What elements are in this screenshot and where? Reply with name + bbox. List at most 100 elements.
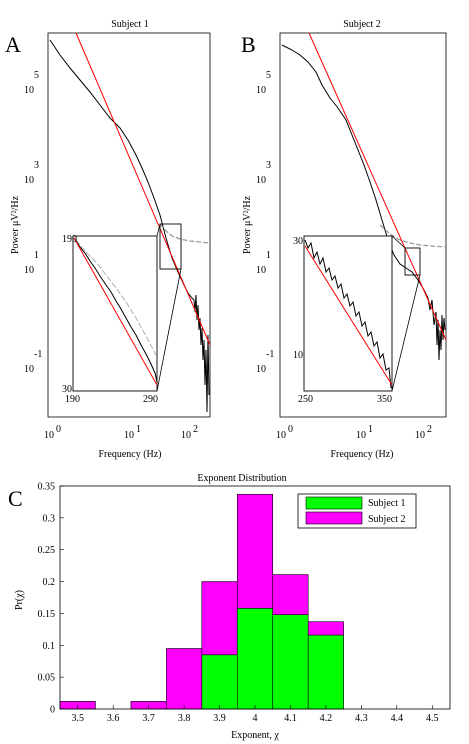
panel-a-xtick-1e1-exp: 1 xyxy=(136,424,141,435)
panel-a-gray-spectrum xyxy=(159,223,210,244)
panel-c-ylabel: Pr(χ) xyxy=(14,590,25,610)
legend-label-subject-2: Subject 2 xyxy=(368,514,406,525)
panel-a-inset-connector-bottom xyxy=(156,268,182,392)
panel-a-xtick-1e0-base: 10 xyxy=(44,430,54,441)
panel-c-ytick-label: 0.1 xyxy=(43,641,56,652)
panel-b-powerlaw-fit xyxy=(308,32,447,341)
panel-b-ytick-1em1-base: 10 xyxy=(256,364,266,375)
hist-bar-subject-1-bin-7 xyxy=(307,634,344,710)
panel-b-ytick-1e3-exp: 3 xyxy=(266,160,271,171)
panel-c-ytick-label: 0 xyxy=(50,705,55,716)
panel-b: B Subject 2 Power μV²/Hz Frequency (Hz) … xyxy=(241,19,447,460)
panel-b-xtick-1e2: 10 2 xyxy=(415,424,432,441)
hist-bar-subject-1-bin-6 xyxy=(272,614,309,710)
panel-a-ytick-1e1-exp: 1 xyxy=(34,250,39,261)
panel-c-xtick-label: 3.5 xyxy=(71,713,84,724)
panel-b-xtick-1e1-base: 10 xyxy=(356,430,366,441)
panel-c-xtick-label: 3.6 xyxy=(107,713,120,724)
panel-a-xlabel: Frequency (Hz) xyxy=(98,449,161,460)
panel-b-ytick-1e5-exp: 5 xyxy=(266,70,271,81)
panel-a-inset-black-curve xyxy=(73,237,158,383)
panel-c-xtick-label: 4 xyxy=(253,713,258,724)
panel-b-inset-xtick-right: 350 xyxy=(377,394,392,405)
panel-b-xtick-1e1: 10 1 xyxy=(356,424,373,441)
panel-b-inset-black-curve xyxy=(304,239,392,389)
panel-b-ytick-1e1-exp: 1 xyxy=(266,250,271,261)
panel-b-zoom-box xyxy=(404,247,421,276)
panel-b-ytick-1e5-base: 10 xyxy=(256,85,266,96)
hist-bar-subject-1-bin-4 xyxy=(201,654,238,710)
panel-a-ytick-1e1-base: 10 xyxy=(24,265,34,276)
panel-b-inset-connector-bottom xyxy=(391,274,421,392)
panel-c-ytick-label: 0.25 xyxy=(38,545,56,556)
panel-b-xtick-1e0: 10 0 xyxy=(276,424,293,441)
panel-b-letter: B xyxy=(241,32,256,57)
panel-a-ytick-1e3-exp: 3 xyxy=(34,160,39,171)
panel-a-ytick-1e3: 10 3 xyxy=(24,160,39,186)
panel-c-ytick-label: 0.2 xyxy=(43,577,56,588)
panel-a-inset-xtick-left: 190 xyxy=(65,394,80,405)
panel-b-title: Subject 2 xyxy=(343,19,381,30)
panel-a-inset-connector-top xyxy=(156,223,161,237)
panel-c-ytick-label: 0.35 xyxy=(38,482,56,493)
panel-b-ytick-1e3-base: 10 xyxy=(256,175,266,186)
panel-a-powerlaw-fit xyxy=(75,32,211,346)
panel-a-ytick-1e5-base: 10 xyxy=(24,85,34,96)
panel-a-inset-fit xyxy=(73,237,158,386)
panel-a-xtick-1e2-exp: 2 xyxy=(193,424,198,435)
panel-c: C Exponent Distribution Pr(χ) Exponent, … xyxy=(8,473,451,741)
panel-b-ytick-1e5: 10 5 xyxy=(256,70,271,96)
panel-c-yticks: 0 0.05 0.1 0.15 0.2 0.25 0.3 0.35 xyxy=(38,482,64,716)
panel-a-xtick-1e2: 10 2 xyxy=(181,424,198,441)
panel-c-xtick-label: 3.7 xyxy=(142,713,155,724)
panel-a-spectrum-noise-tail xyxy=(193,294,210,413)
panel-c-xlabel: Exponent, χ xyxy=(231,730,279,741)
panel-a-inset-xtick-right: 290 xyxy=(143,394,158,405)
panel-a-xtick-1e0-exp: 0 xyxy=(56,424,61,435)
panel-a-axes-frame xyxy=(47,32,211,418)
panel-b-spectrum-curve xyxy=(281,44,429,299)
legend-swatch-subject-1 xyxy=(305,496,363,510)
panel-a-inset-ytick-bottom: 30 xyxy=(62,384,72,395)
panel-b-inset-fit xyxy=(304,245,393,386)
panel-b-ylabel: Power μV²/Hz xyxy=(242,195,253,254)
panel-a-letter: A xyxy=(5,32,21,57)
panel-a-zoom-box xyxy=(159,223,182,270)
hist-bar-subject-2-bin-3 xyxy=(166,648,203,710)
panel-c-xticks: 3.5 3.6 3.7 3.8 3.9 4 4.1 4.2 4.3 4.4 4.5 xyxy=(71,705,439,724)
panel-a-ytick-1em1: 10 -1 xyxy=(24,349,42,375)
panel-b-xtick-1e1-exp: 1 xyxy=(368,424,373,435)
panel-c-xtick-label: 4.1 xyxy=(284,713,297,724)
panel-b-ytick-1em1: 10 -1 xyxy=(256,349,274,375)
panel-b-axes-frame xyxy=(279,32,447,418)
panel-c-xtick-label: 4.4 xyxy=(391,713,404,724)
panel-c-xtick-label: 3.8 xyxy=(178,713,191,724)
panel-a-ytick-1e1: 10 1 xyxy=(24,250,39,276)
panel-c-ytick-label: 0.3 xyxy=(43,513,56,524)
panel-b-inset-ytick-bottom: 10 xyxy=(293,350,303,361)
panel-a-inset-gray-curve xyxy=(75,239,157,356)
panel-c-axes-frame xyxy=(59,485,451,710)
panel-a-ytick-1e5-exp: 5 xyxy=(34,70,39,81)
panel-a-xtick-1e0: 10 0 xyxy=(44,424,61,441)
panel-c-legend: Subject 1 Subject 2 xyxy=(297,493,417,529)
panel-a-xtick-1e2-base: 10 xyxy=(181,430,191,441)
panel-a-ytick-1em1-exp: -1 xyxy=(34,349,42,360)
panel-b-ytick-1e1-base: 10 xyxy=(256,265,266,276)
panel-c-title: Exponent Distribution xyxy=(197,473,286,484)
panel-b-inset-connector-top xyxy=(391,235,406,249)
panel-b-spectrum-noise-tail xyxy=(427,297,446,361)
panel-c-xtick-label: 4.3 xyxy=(355,713,368,724)
panel-a-title: Subject 1 xyxy=(111,19,149,30)
panel-c-xtick-label: 3.9 xyxy=(213,713,226,724)
panel-a-ytick-1em1-base: 10 xyxy=(24,364,34,375)
panel-a-ytick-1e5: 10 5 xyxy=(24,70,39,96)
panel-b-ytick-1em1-exp: -1 xyxy=(266,349,274,360)
legend-label-subject-1: Subject 1 xyxy=(368,498,406,509)
panel-b-xtick-1e0-exp: 0 xyxy=(288,424,293,435)
panel-b-ytick-1e3: 10 3 xyxy=(256,160,271,186)
panel-b-xtick-1e0-base: 10 xyxy=(276,430,286,441)
panel-b-inset-ytick-top: 30 xyxy=(293,236,303,247)
panel-c-letter: C xyxy=(8,486,23,511)
